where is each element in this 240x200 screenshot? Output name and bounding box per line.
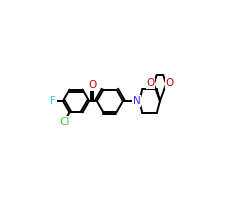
Text: O: O [146, 78, 155, 88]
Text: Cl: Cl [60, 117, 70, 127]
Text: O: O [165, 78, 174, 88]
Text: F: F [50, 96, 56, 106]
Text: N: N [132, 96, 140, 106]
Text: O: O [89, 80, 97, 90]
